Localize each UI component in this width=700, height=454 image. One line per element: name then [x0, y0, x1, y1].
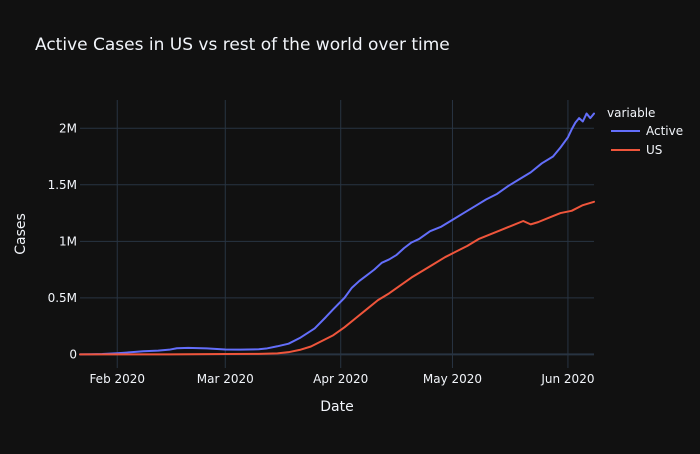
y-tick-label: 1M	[59, 234, 77, 248]
y-axis-title: Cases	[13, 213, 29, 255]
y-tick-label: 0.5M	[48, 291, 77, 305]
x-axis-title: Date	[320, 399, 353, 415]
y-tick-label: 2M	[59, 121, 77, 135]
y-tick-labels: 0 0.5M 1M 1.5M 2M	[48, 121, 77, 361]
series-layer	[79, 112, 595, 356]
series-line-active	[79, 112, 595, 356]
legend-items: Active US	[611, 124, 683, 157]
x-tick-label: Mar 2020	[197, 372, 254, 386]
series-line-us	[79, 200, 595, 356]
legend: variable Active US	[607, 106, 683, 157]
legend-label-active: Active	[646, 124, 683, 138]
x-tick-label: May 2020	[423, 372, 482, 386]
y-tick-label: 1.5M	[48, 178, 77, 192]
chart-title: Active Cases in US vs rest of the world …	[35, 35, 450, 55]
x-tick-labels: Feb 2020 Mar 2020 Apr 2020 May 2020 Jun 2020	[89, 372, 594, 386]
legend-label-us: US	[646, 143, 662, 157]
x-gridlines	[116, 100, 569, 368]
x-tick-label: Feb 2020	[89, 372, 145, 386]
x-tick-label: Jun 2020	[540, 372, 594, 386]
y-tick-label: 0	[69, 347, 77, 361]
x-tick-label: Apr 2020	[313, 372, 368, 386]
legend-title: variable	[607, 106, 655, 120]
